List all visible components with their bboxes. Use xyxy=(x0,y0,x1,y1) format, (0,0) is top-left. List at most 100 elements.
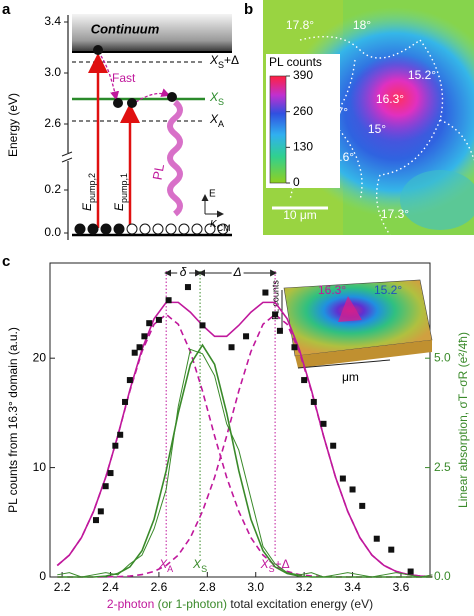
hole xyxy=(204,223,216,235)
data-point xyxy=(407,568,414,575)
level-label-main: X xyxy=(209,90,219,104)
plot-frame xyxy=(49,262,431,578)
data-point xyxy=(388,546,395,553)
carrier xyxy=(93,45,103,55)
data-point xyxy=(107,470,114,477)
data-point xyxy=(339,475,346,482)
pl-map xyxy=(350,54,446,142)
curve xyxy=(57,348,433,578)
hole xyxy=(139,223,151,235)
level-label: XA xyxy=(209,112,224,129)
x-tick-label: 2.4 xyxy=(102,580,119,594)
marker-label: XS xyxy=(192,557,207,574)
x-tick-label: 2.6 xyxy=(151,580,168,594)
fast-label: Fast xyxy=(112,71,136,85)
pl-label: PL xyxy=(150,163,168,181)
carrier xyxy=(113,98,123,108)
colorbar-tick-label: 130 xyxy=(293,140,313,154)
carrier xyxy=(167,92,177,102)
hole xyxy=(191,223,203,235)
gap-label: Δ xyxy=(233,265,242,279)
marker-label-sub: S xyxy=(269,564,275,574)
panel-letter: a xyxy=(2,1,11,18)
y-tick-label: 20 xyxy=(33,350,47,364)
ground-states xyxy=(74,223,229,235)
y-tick-label: 0.0 xyxy=(44,225,61,239)
data-point xyxy=(320,420,327,427)
relax-arrow xyxy=(100,55,120,101)
domain-angle: 15° xyxy=(368,122,386,136)
data-point xyxy=(262,289,269,296)
data-point xyxy=(276,327,283,334)
data-point xyxy=(310,398,317,405)
y-axis-label: PL counts from 16.3° domain (a.u.) xyxy=(6,327,20,513)
panel-b: 10 μm PL counts xyxy=(263,0,474,236)
hole xyxy=(178,223,190,235)
data-point xyxy=(136,344,143,351)
x-tick-label: 3.2 xyxy=(296,580,313,594)
inset-axis xyxy=(297,359,391,369)
y-tick-label: 0 xyxy=(39,569,46,583)
carrier xyxy=(127,98,137,108)
data-point xyxy=(146,320,153,327)
pl-map xyxy=(400,170,474,230)
y-tick-label: 10 xyxy=(33,460,47,474)
panel-letter: b xyxy=(244,1,253,18)
pl-emission xyxy=(167,99,183,217)
data-point xyxy=(126,377,133,384)
domain-angle: 15.2° xyxy=(408,68,436,82)
pump-label-sub: pump,2 xyxy=(87,173,97,203)
colorbar-tick-label: 260 xyxy=(293,104,313,118)
pump-label-sub: pump,1 xyxy=(119,173,129,203)
inset-unit: μm xyxy=(342,370,359,384)
data-point xyxy=(92,517,99,524)
hole xyxy=(217,223,229,235)
x-axis-label-part: (or 1-photon) xyxy=(158,597,227,611)
level-label-sub: S xyxy=(218,97,224,107)
axis-k-label-main: K xyxy=(210,219,218,230)
data-point xyxy=(228,344,235,351)
data-point xyxy=(330,442,337,449)
x-tick-label: 2.8 xyxy=(199,580,216,594)
data-point xyxy=(155,316,162,323)
level-label-main: X xyxy=(209,53,219,67)
data-point xyxy=(112,442,119,449)
level-label-tail: +Δ xyxy=(224,53,239,67)
data-point xyxy=(117,431,124,438)
carrier xyxy=(74,223,86,235)
inset-peak xyxy=(338,296,362,322)
panel-a: Continuum xyxy=(61,14,232,240)
pump-label: Epump,1 xyxy=(112,173,129,211)
axis-break xyxy=(62,153,74,161)
y-tick-label: 3.0 xyxy=(44,65,61,79)
data-point xyxy=(199,322,206,329)
y2-tick-label: 0.0 xyxy=(434,569,451,583)
axis-break xyxy=(61,151,73,163)
marker-label: XA xyxy=(158,557,173,574)
y2-tick-label: 2.5 xyxy=(434,460,451,474)
panel-letter: c xyxy=(2,253,10,270)
x-axis-label: 2-photon (or 1-photon) total excitation … xyxy=(107,597,373,611)
level-label-main: X xyxy=(209,112,219,126)
marker-label-main: X xyxy=(158,557,168,571)
hole xyxy=(152,223,164,235)
y-tick-label: 2.6 xyxy=(44,116,61,130)
domain-angle: 17.3° xyxy=(381,207,409,221)
data-point xyxy=(184,284,191,291)
pump-label-main: E xyxy=(112,202,126,211)
y2-axis-label: Linear absorption, σT−σR (e²/4ħ) xyxy=(456,332,470,508)
hole xyxy=(165,223,177,235)
axis-e-label: E xyxy=(209,189,216,200)
level-label-sub: A xyxy=(218,119,224,129)
data-point xyxy=(131,349,138,356)
panel-c: PL counts 16.3° 15.2° μm xyxy=(49,262,433,578)
data-point xyxy=(373,535,380,542)
gap-label: δ xyxy=(180,265,187,279)
data-point xyxy=(122,398,129,405)
hole xyxy=(126,223,138,235)
x-tick-label: 2.2 xyxy=(54,580,71,594)
continuum-label: Continuum xyxy=(91,21,160,36)
x-tick-label: 3.6 xyxy=(393,580,410,594)
data-point xyxy=(141,333,148,340)
